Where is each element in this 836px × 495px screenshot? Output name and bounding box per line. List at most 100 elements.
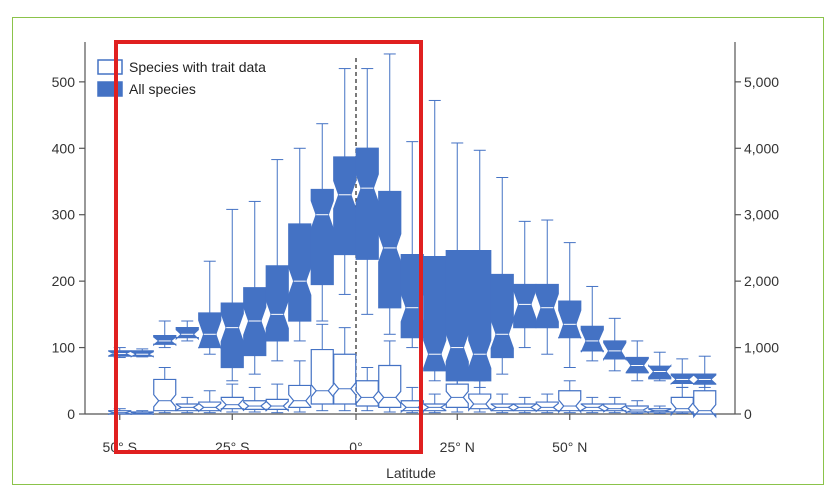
legend: Species with trait data All species xyxy=(97,59,266,97)
box-all-species xyxy=(153,320,177,349)
box-all-species xyxy=(558,242,582,368)
box-all-species xyxy=(468,149,492,388)
box-body-filled xyxy=(198,312,222,349)
box-all-species xyxy=(355,68,379,315)
box-body-filled xyxy=(535,283,559,329)
box-body-filled xyxy=(490,273,514,359)
box-trait-data xyxy=(288,360,312,413)
box-trait-data xyxy=(423,393,447,414)
box-body-filled xyxy=(288,223,312,322)
y-right-tick-label: 5,000 xyxy=(744,74,779,90)
y-left-tick-label: 300 xyxy=(52,207,76,223)
box-trait-data xyxy=(468,380,492,413)
box-trait-data xyxy=(198,390,222,414)
box-body-outline xyxy=(670,396,694,417)
box-body-outline xyxy=(355,380,379,407)
box-trait-data xyxy=(355,367,379,412)
box-all-species xyxy=(333,68,357,295)
box-all-species xyxy=(445,142,469,388)
legend-label-trait: Species with trait data xyxy=(129,59,266,75)
legend-label-all: All species xyxy=(129,81,196,97)
box-body-outline xyxy=(288,384,312,408)
box-trait-data xyxy=(243,386,267,413)
x-tick-label: 50° N xyxy=(552,439,587,455)
box-trait-data xyxy=(513,396,537,414)
box-trait-data xyxy=(648,405,672,414)
figure-frame xyxy=(12,17,824,485)
box-body-outline xyxy=(603,403,627,413)
box-body-outline xyxy=(445,383,469,408)
y-right-tick-label: 3,000 xyxy=(744,207,779,223)
box-all-species xyxy=(580,285,604,362)
x-tick-label: 25° N xyxy=(440,439,475,455)
box-all-species xyxy=(310,123,334,322)
x-axis-label: Latitude xyxy=(386,465,436,481)
box-body-filled xyxy=(445,249,469,382)
box-body-outline xyxy=(198,401,222,413)
box-body-outline xyxy=(243,400,267,412)
box-body-filled xyxy=(310,188,334,286)
box-trait-data xyxy=(333,327,357,412)
box-all-species xyxy=(265,159,289,362)
box-body-filled xyxy=(558,300,582,339)
box-trait-data xyxy=(378,340,402,413)
box-body-outline xyxy=(378,364,402,408)
box-all-species xyxy=(198,260,222,355)
box-body-filled xyxy=(513,283,537,329)
box-body-filled xyxy=(378,190,402,309)
legend-swatch-all xyxy=(97,81,123,97)
y-right-tick-label: 1,000 xyxy=(744,340,779,356)
box-all-species xyxy=(648,351,672,382)
box-all-species xyxy=(400,141,424,349)
box-trait-data xyxy=(310,323,334,412)
box-body-outline xyxy=(153,378,177,412)
box-body-outline xyxy=(220,396,244,412)
box-body-outline xyxy=(333,353,357,405)
box-body-filled xyxy=(243,287,267,357)
box-all-species xyxy=(220,208,244,382)
box-all-species xyxy=(108,347,132,359)
box-trait-data xyxy=(445,373,469,413)
y-right-tick-label: 4,000 xyxy=(744,140,779,156)
box-trait-data xyxy=(670,386,694,417)
box-trait-data xyxy=(580,396,604,414)
y-left-tick-label: 400 xyxy=(52,140,76,156)
y-left-tick-label: 0 xyxy=(67,406,75,422)
box-trait-data xyxy=(153,367,177,414)
box-body-outline xyxy=(693,390,717,419)
box-trait-data xyxy=(603,396,627,414)
box-body-filled xyxy=(670,373,694,385)
box-all-species xyxy=(490,177,514,375)
box-all-species xyxy=(130,348,154,358)
box-body-filled xyxy=(153,335,177,347)
box-trait-data xyxy=(175,396,199,414)
box-body-filled xyxy=(468,249,492,382)
box-all-species xyxy=(513,220,537,349)
y-left-tick-label: 200 xyxy=(52,273,76,289)
box-body-outline xyxy=(265,398,289,412)
box-body-filled xyxy=(423,255,447,372)
box-body-filled xyxy=(648,364,672,380)
box-body-filled xyxy=(355,147,379,260)
box-body-outline xyxy=(625,405,649,414)
box-body-filled xyxy=(580,325,604,353)
box-trait-data xyxy=(535,393,559,414)
y-left-tick-label: 500 xyxy=(52,74,76,90)
box-body-outline xyxy=(558,390,582,414)
box-body-filled xyxy=(603,340,627,362)
box-all-species xyxy=(670,358,694,388)
box-body-outline xyxy=(535,401,559,413)
box-trait-data xyxy=(625,400,649,414)
box-body-filled xyxy=(175,327,199,341)
highlight-rectangle xyxy=(114,40,423,454)
box-body-outline xyxy=(310,348,334,405)
box-all-species xyxy=(423,99,447,382)
box-all-species xyxy=(243,200,267,375)
box-all-species xyxy=(535,219,559,355)
box-body-filled xyxy=(265,265,289,342)
box-trait-data xyxy=(693,380,717,419)
box-trait-data xyxy=(130,410,154,415)
box-trait-data xyxy=(108,408,132,415)
box-trait-data xyxy=(265,383,289,414)
